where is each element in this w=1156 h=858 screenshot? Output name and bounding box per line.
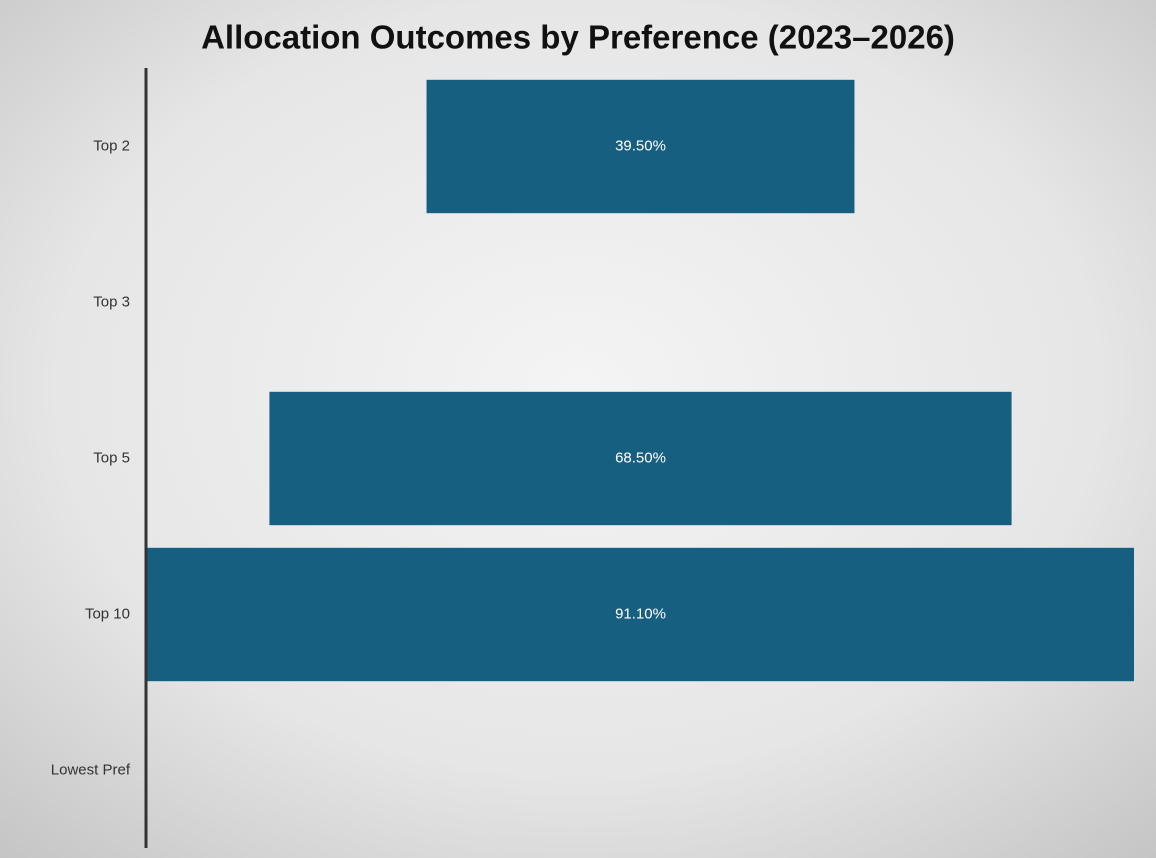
- value-label: 39.50%: [615, 137, 666, 154]
- value-label: 68.50%: [615, 449, 666, 466]
- chart-title: Allocation Outcomes by Preference (2023–…: [201, 19, 955, 56]
- y-tick-label: Top 2: [93, 137, 130, 154]
- y-tick-label: Top 5: [93, 449, 130, 466]
- y-tick-label: Top 10: [85, 605, 130, 622]
- value-label: 91.10%: [615, 605, 666, 622]
- y-tick-label: Lowest Pref: [51, 761, 131, 778]
- y-tick-label: Top 3: [93, 293, 130, 310]
- funnel-bar: [269, 391, 1012, 526]
- funnel-bar: [426, 79, 855, 214]
- funnel-bar: [147, 547, 1134, 682]
